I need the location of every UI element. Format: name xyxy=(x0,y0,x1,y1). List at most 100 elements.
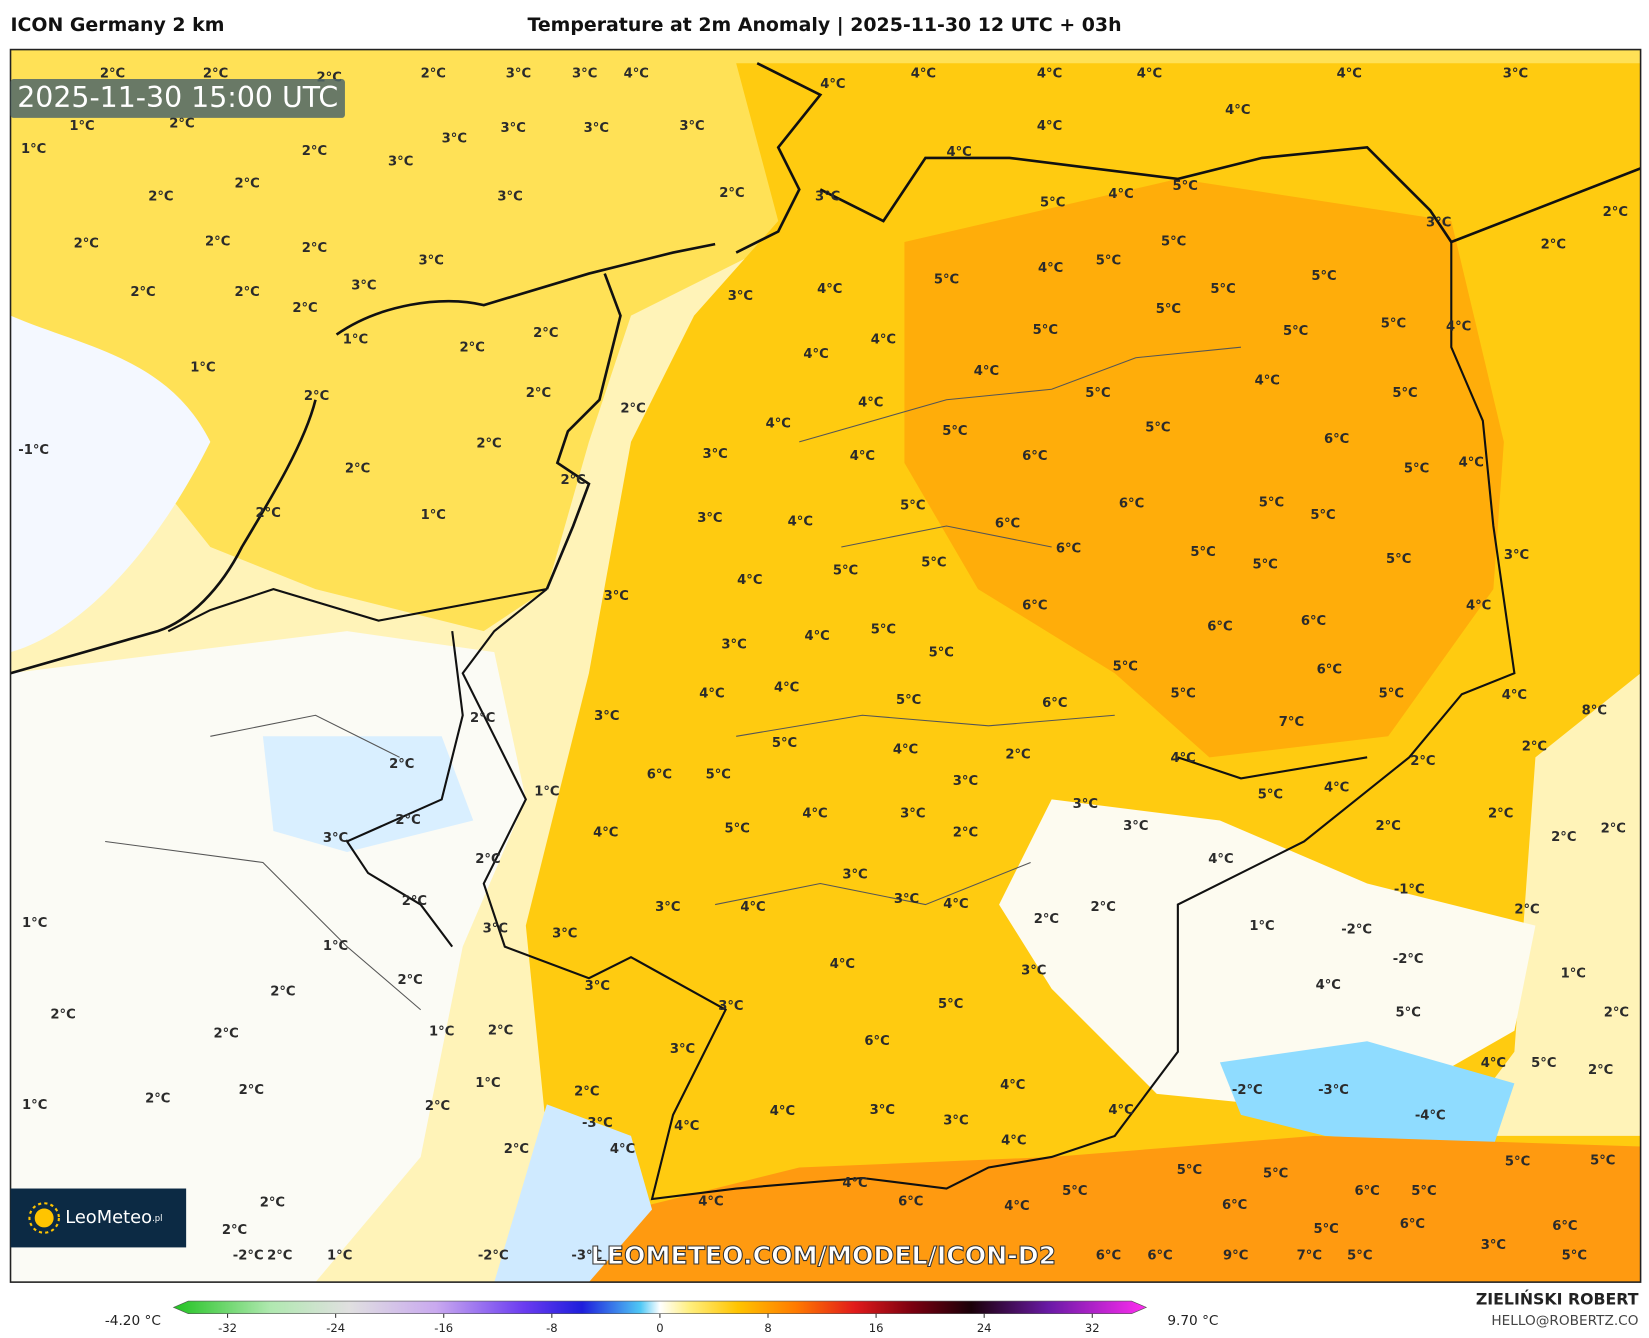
temperature-label: 1°C xyxy=(1249,919,1274,934)
temperature-label: 4°C xyxy=(1170,751,1195,766)
temperature-label: 2°C xyxy=(1514,902,1539,917)
logo-name: LeoMeteo xyxy=(65,1207,152,1228)
colorbar-tick-label: -24 xyxy=(326,1321,345,1335)
temperature-label: 2°C xyxy=(620,402,645,417)
temperature-label: 6°C xyxy=(1056,542,1081,557)
model-name: ICON Germany 2 km xyxy=(11,14,225,36)
temperature-label: 4°C xyxy=(593,826,618,841)
temperature-label: 6°C xyxy=(1022,449,1047,464)
temperature-label: 6°C xyxy=(1022,598,1047,613)
temperature-label: 2°C xyxy=(1601,821,1626,836)
temperature-label: 7°C xyxy=(1297,1248,1322,1263)
temperature-label: 2°C xyxy=(50,1007,75,1022)
temperature-label: -3°C xyxy=(571,1248,602,1263)
temperature-label: 5°C xyxy=(1258,788,1283,803)
temperature-label: 3°C xyxy=(1481,1238,1506,1253)
temperature-label: 4°C xyxy=(1324,780,1349,795)
temperature-label: 3°C xyxy=(943,1114,968,1129)
temperature-label: 6°C xyxy=(1096,1248,1121,1263)
field-east-warm xyxy=(904,178,1504,758)
temperature-label: 5°C xyxy=(921,555,946,570)
temperature-label: 2°C xyxy=(470,711,495,726)
temperature-label: 4°C xyxy=(1208,852,1233,867)
temperature-label: 6°C xyxy=(1400,1217,1425,1232)
temperature-label: 6°C xyxy=(1324,432,1349,447)
temperature-label: 5°C xyxy=(934,272,959,287)
map-fields xyxy=(10,49,1641,1283)
temperature-label: 8°C xyxy=(1582,704,1607,719)
temperature-label: 2°C xyxy=(234,285,259,300)
temperature-label: 2°C xyxy=(425,1099,450,1114)
temperature-label: 5°C xyxy=(706,768,731,783)
temperature-label: 5°C xyxy=(1113,659,1138,674)
temperature-label: 4°C xyxy=(911,66,936,81)
temperature-label: 3°C xyxy=(1021,963,1046,978)
author-name: ZIELIŃSKI ROBERT xyxy=(1476,1289,1639,1308)
temperature-label: 6°C xyxy=(1552,1219,1577,1234)
temperature-label: 2°C xyxy=(421,66,446,81)
temperature-label: 4°C xyxy=(1316,978,1341,993)
temperature-label: 5°C xyxy=(1283,324,1308,339)
temperature-label: 5°C xyxy=(1347,1248,1372,1263)
field-cool-belgium xyxy=(262,736,474,852)
temperature-label: 3°C xyxy=(604,589,629,604)
field-alps xyxy=(588,1135,1641,1283)
temperature-label: 4°C xyxy=(850,449,875,464)
temperature-label: 4°C xyxy=(737,573,762,588)
temperature-label: 2°C xyxy=(1588,1063,1613,1078)
temperature-label: 3°C xyxy=(594,709,619,724)
temperature-label: -4°C xyxy=(1415,1108,1446,1123)
temperature-label: 5°C xyxy=(1263,1166,1288,1181)
temperature-label: 4°C xyxy=(842,1176,867,1191)
temperature-label: 1°C xyxy=(421,508,446,523)
temperature-label: 2°C xyxy=(402,894,427,909)
temperature-label: 3°C xyxy=(1503,66,1528,81)
coastline xyxy=(10,62,1641,675)
temperature-label: 1°C xyxy=(429,1024,454,1039)
temperature-label: 5°C xyxy=(1411,1184,1436,1199)
temperature-label: 5°C xyxy=(1381,317,1406,332)
temperature-label: 2°C xyxy=(148,189,173,204)
logo-rays xyxy=(28,1202,60,1234)
temperature-label: 3°C xyxy=(572,66,597,81)
temperature-label: 3°C xyxy=(585,979,610,994)
colorbar: -32 -24 -16 -8 0 8 16 24 32 xyxy=(172,1300,1148,1335)
temperature-label: 6°C xyxy=(1354,1184,1379,1199)
temperature-label: 5°C xyxy=(1145,421,1170,436)
temperature-label: 5°C xyxy=(1259,495,1284,510)
temperature-label: 3°C xyxy=(894,892,919,907)
temperature-label: 3°C xyxy=(900,807,925,822)
temperature-label: 2°C xyxy=(302,144,327,159)
temperature-label: 3°C xyxy=(842,868,867,883)
temperature-label: 5°C xyxy=(1310,508,1335,523)
temperature-label: 4°C xyxy=(817,282,842,297)
temperature-label: -2°C xyxy=(1393,952,1424,967)
temperature-label: 5°C xyxy=(1085,386,1110,401)
temperature-label: 4°C xyxy=(698,1195,723,1210)
temperature-label: 2°C xyxy=(560,473,585,488)
colorbar-min-label: -4.20 °C xyxy=(105,1313,161,1329)
field-cold-danube xyxy=(1219,1041,1515,1147)
temperature-label: 4°C xyxy=(1004,1199,1029,1214)
colorbar-tick-label: -32 xyxy=(218,1321,237,1335)
temperature-label: -2°C xyxy=(478,1248,509,1263)
temperature-label: 5°C xyxy=(1590,1154,1615,1169)
temperature-label: 4°C xyxy=(1446,320,1471,335)
temperature-label: 4°C xyxy=(1108,187,1133,202)
map-labels: 2°C 2°C 2°C 2°C 3°C 3°C 4°C 1°C 2°C 1°C 3°C 3°C 3°C 3… xyxy=(18,66,1629,1263)
temperature-label: 2°C xyxy=(100,66,125,81)
temperature-label: 5°C xyxy=(1033,323,1058,338)
watermark: LEOMETEO.COM/MODEL/ICON-D2 xyxy=(591,1241,1057,1270)
temperature-label: 2°C xyxy=(1488,807,1513,822)
temperature-label: 5°C xyxy=(725,821,750,836)
temperature-label: 2°C xyxy=(304,389,329,404)
temperature-label: 3°C xyxy=(497,189,522,204)
colorbar-tick-label: 16 xyxy=(869,1321,884,1335)
temperature-label: 2°C xyxy=(222,1223,247,1238)
temperature-label: 3°C xyxy=(702,447,727,462)
temperature-label: 3°C xyxy=(870,1103,895,1118)
map-frame xyxy=(9,48,1642,1283)
temperature-label: 2°C xyxy=(719,186,744,201)
temperature-label: 5°C xyxy=(1562,1248,1587,1263)
